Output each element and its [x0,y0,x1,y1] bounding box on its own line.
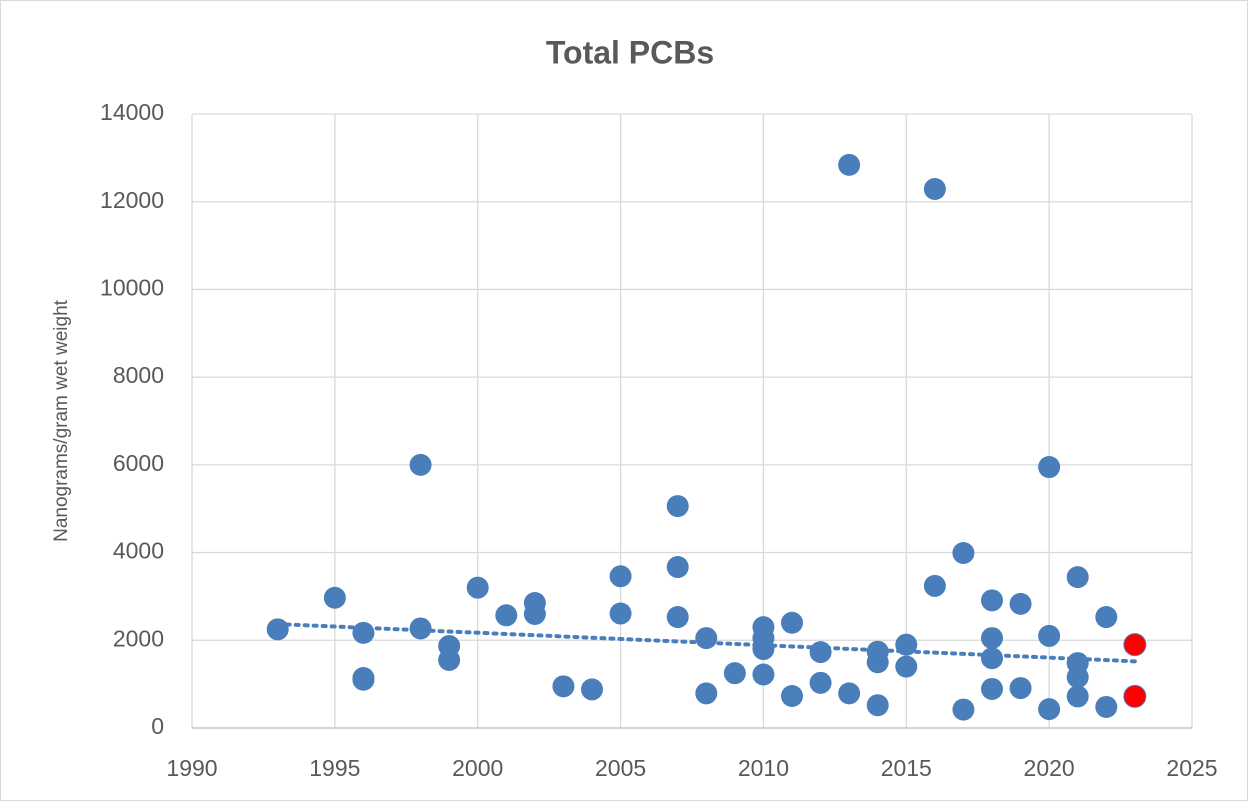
data-point [1123,684,1147,708]
data-point [695,682,718,705]
data-point [781,611,803,634]
data-point [895,633,918,656]
y-tick-label: 2000 [113,625,164,651]
data-point [323,586,346,609]
x-tick-label: 2015 [881,755,932,781]
data-point [723,662,746,685]
data-point [752,663,775,686]
y-tick-label: 12000 [100,187,164,213]
data-point [409,453,432,476]
y-axis-label: Nanograms/gram wet weight [51,299,72,542]
data-point [266,618,289,641]
chart-title: Total PCBs [546,34,714,70]
data-point [1066,566,1089,589]
data-point [838,153,861,176]
data-point [952,698,975,721]
data-point [352,668,375,691]
data-point [923,177,946,200]
data-point [466,576,489,599]
data-point [866,694,889,717]
data-point [438,649,461,672]
x-tick-label: 2005 [595,755,646,781]
data-point [609,565,632,588]
data-point [695,627,718,650]
data-point [666,606,689,629]
data-point [895,655,918,678]
data-point [523,602,546,625]
y-tick-label: 10000 [100,275,164,301]
y-tick-label: 0 [151,713,164,739]
data-point [923,574,946,597]
data-point [981,677,1003,700]
data-point [1038,456,1061,479]
x-tick-label: 1995 [309,755,360,781]
x-tick-label: 1990 [166,755,217,781]
data-point [609,602,632,625]
y-tick-label: 4000 [113,538,164,564]
y-tick-label: 14000 [100,99,164,125]
data-point [1038,698,1061,721]
x-tick-label: 2025 [1166,755,1217,781]
data-point [1123,633,1147,657]
data-point [352,621,375,644]
y-tick-label: 8000 [113,362,164,388]
data-point [409,617,432,640]
data-point [866,651,889,674]
data-point [1009,592,1032,615]
data-point [666,495,689,518]
y-tick-label: 6000 [113,450,164,476]
x-tick-label: 2010 [738,755,789,781]
data-point [981,627,1003,650]
data-point [1066,666,1089,689]
data-point [1066,685,1089,708]
data-point [581,678,603,701]
data-point [981,589,1003,612]
data-point [752,638,775,661]
data-point [981,647,1003,670]
data-point [952,542,975,565]
data-point [1095,606,1118,629]
data-point [809,641,832,664]
data-point [809,671,832,694]
data-point [1095,695,1118,718]
data-point [1038,624,1061,647]
x-tick-label: 2020 [1024,755,1075,781]
data-point [552,675,575,698]
data-point [781,684,803,707]
data-point [838,682,861,705]
data-point [495,604,518,627]
data-point [666,556,689,579]
data-point [1009,677,1032,700]
x-tick-label: 2000 [452,755,503,781]
